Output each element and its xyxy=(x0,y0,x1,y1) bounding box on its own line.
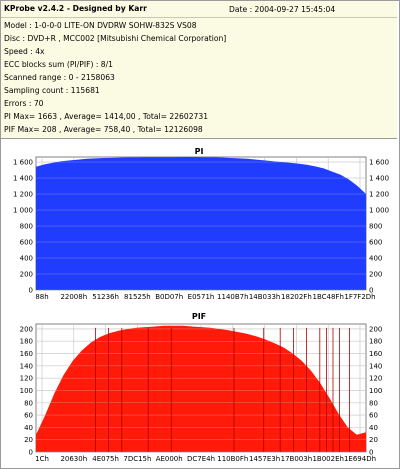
info-pif-stats: PIF Max= 208 , Average= 758,40 , Total= … xyxy=(4,125,203,134)
pif-x-tick: 1457E3h xyxy=(249,455,280,463)
pif-y-tick-left: 80 xyxy=(24,399,33,407)
app-title: KProbe v2.4.2 - Designed by Karr xyxy=(4,4,147,13)
info-divider xyxy=(1,17,397,18)
pi-x-tick: 1BC48Fh xyxy=(313,293,344,301)
info-panel: KProbe v2.4.2 - Designed by Karr Date : … xyxy=(1,1,397,139)
pif-y-tick-left: 140 xyxy=(20,362,33,370)
pif-y-tick-left: 20 xyxy=(24,436,33,444)
pi-x-tick: 1F7F2Dh xyxy=(344,293,375,301)
pi-y-tick-left: 400 xyxy=(20,255,33,263)
scan-date: Date : 2004-09-27 15:45:04 xyxy=(229,5,336,14)
pi-y-tick-right: 600 xyxy=(369,239,382,247)
pi-y-tick-right: 200 xyxy=(369,271,382,279)
pif-x-tick: 1B002Eh xyxy=(312,455,343,463)
pi-x-tick: 22008h xyxy=(60,293,87,301)
info-speed: Speed : 4x xyxy=(4,47,45,56)
pif-x-tick: 1E694Dh xyxy=(344,455,376,463)
pi-x-tick: B0D07h xyxy=(155,293,183,301)
pif-x-tick: 20630h xyxy=(60,455,87,463)
pi-x-tick: 51236h xyxy=(92,293,119,301)
pif-x-tick: 7DC15h xyxy=(123,455,151,463)
pif-y-tick-right: 160 xyxy=(369,350,382,358)
pif-y-tick-left: 200 xyxy=(20,325,33,333)
pif-y-tick-left: 180 xyxy=(20,338,33,346)
pif-y-tick-right: 100 xyxy=(369,387,382,395)
pif-x-tick: 110B0Fh xyxy=(217,455,248,463)
pif-chart-title: PIF xyxy=(191,312,207,321)
pi-y-tick-left: 1 000 xyxy=(13,207,33,215)
pi-x-tick: 14B033h xyxy=(249,293,281,301)
pif-y-tick-left: 40 xyxy=(24,424,33,432)
pi-x-tick: 88h xyxy=(35,293,48,301)
info-sampling-count: Sampling count : 115681 xyxy=(4,86,100,95)
pif-area-series xyxy=(36,325,366,452)
info-pi-stats: PI Max= 1663 , Average= 1414,00 , Total=… xyxy=(4,112,209,121)
pi-y-tick-right: 1 000 xyxy=(369,207,389,215)
pif-y-tick-right: 40 xyxy=(369,424,378,432)
pif-x-tick: AE000h xyxy=(156,455,183,463)
pi-x-tick: 18202Fh xyxy=(281,293,312,301)
pif-y-tick-left: 100 xyxy=(20,387,33,395)
pi-y-tick-left: 800 xyxy=(20,223,33,231)
pi-y-tick-left: 600 xyxy=(20,239,33,247)
pi-x-tick: 1140B7h xyxy=(217,293,249,301)
pi-x-tick: 81525h xyxy=(124,293,151,301)
pif-y-tick-right: 180 xyxy=(369,338,382,346)
pif-y-tick-right: 140 xyxy=(369,362,382,370)
pif-y-tick-left: 0 xyxy=(29,449,33,457)
pif-y-tick-left: 160 xyxy=(20,350,33,358)
pif-y-tick-right: 60 xyxy=(369,412,378,420)
pif-y-tick-left: 120 xyxy=(20,375,33,383)
pi-y-tick-left: 1 600 xyxy=(13,159,33,167)
pif-y-tick-right: 120 xyxy=(369,375,382,383)
pi-y-tick-left: 1 400 xyxy=(13,175,33,183)
pi-y-tick-right: 1 200 xyxy=(369,191,389,199)
info-disc: Disc : DVD+R , MCC002 [Mitsubishi Chemic… xyxy=(4,34,227,43)
pi-chart-title: PI xyxy=(194,147,204,156)
pi-x-tick: E0571h xyxy=(188,293,215,301)
pi-y-tick-right: 800 xyxy=(369,223,382,231)
pi-y-tick-left: 200 xyxy=(20,271,33,279)
pi-y-tick-right: 400 xyxy=(369,255,382,263)
pif-x-tick: 1Ch xyxy=(35,455,49,463)
pi-y-tick-left: 0 xyxy=(29,287,33,295)
pi-y-tick-right: 1 600 xyxy=(369,159,389,167)
pif-y-tick-right: 200 xyxy=(369,325,382,333)
pif-y-tick-right: 20 xyxy=(369,436,378,444)
pi-area-series xyxy=(36,157,366,290)
pif-x-tick: 17B003h xyxy=(281,455,313,463)
pif-x-tick: DC7E4h xyxy=(187,455,215,463)
pif-x-tick: 4E075h xyxy=(92,455,119,463)
info-scanned-range: Scanned range : 0 - 2158063 xyxy=(4,73,115,82)
pif-y-tick-left: 60 xyxy=(24,412,33,420)
info-errors: Errors : 70 xyxy=(4,99,44,108)
pi-y-tick-right: 0 xyxy=(369,287,373,295)
pi-y-tick-right: 1 400 xyxy=(369,175,389,183)
pif-y-tick-right: 0 xyxy=(369,449,373,457)
info-model: Model : 1-0-0-0 LITE-ON DVDRW SOHW-832S … xyxy=(4,21,197,30)
info-ecc-blocks: ECC blocks sum (PI/PIF) : 8/1 xyxy=(4,60,114,69)
pi-y-tick-left: 1 200 xyxy=(13,191,33,199)
pif-y-tick-right: 80 xyxy=(369,399,378,407)
